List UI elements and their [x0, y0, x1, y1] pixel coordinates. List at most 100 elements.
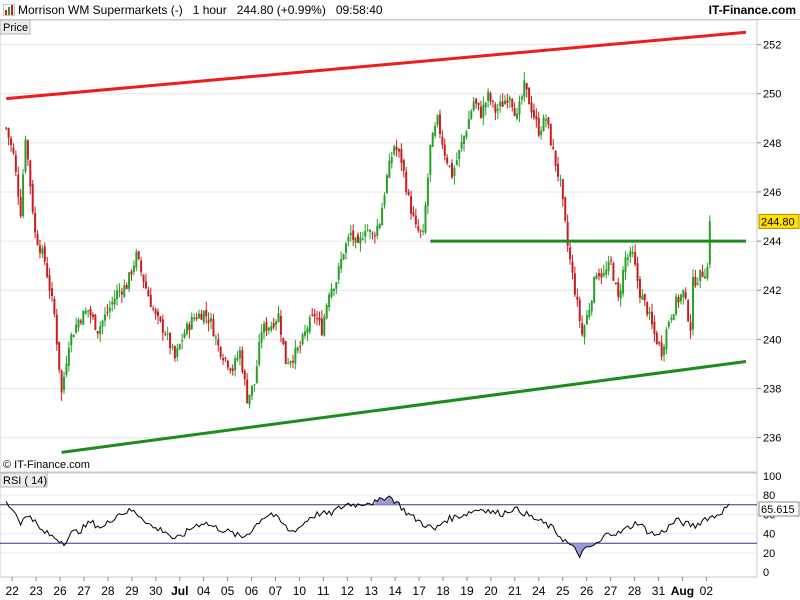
- candle-body: [450, 163, 453, 178]
- candle-body: [188, 324, 191, 331]
- candle-body: [667, 321, 670, 327]
- candle-body: [619, 290, 622, 299]
- candle-body: [665, 329, 668, 350]
- candle-body: [308, 317, 311, 332]
- time-tick-label: 30: [149, 584, 163, 598]
- candle-body: [484, 102, 487, 108]
- rsi-tick-label: 20: [763, 548, 775, 560]
- candle-body: [648, 312, 651, 314]
- candle-body: [253, 384, 256, 386]
- candle-body: [395, 146, 398, 151]
- candle-body: [646, 302, 649, 315]
- candle-body: [238, 350, 241, 359]
- time-tick-label: 31: [652, 584, 666, 598]
- price-tick-label: 242: [763, 285, 781, 297]
- candle-body: [511, 99, 514, 108]
- candle-body: [475, 98, 478, 104]
- candle-body: [540, 130, 543, 136]
- time-tick-label: 26: [580, 584, 594, 598]
- candle-body: [277, 313, 280, 322]
- candle-body: [96, 331, 99, 334]
- time-tick-label: Jul: [171, 584, 188, 598]
- candle-body: [417, 226, 420, 231]
- brand-label: IT-Finance.com: [708, 3, 796, 17]
- candle-body: [489, 93, 492, 102]
- candle-body: [58, 341, 61, 371]
- candle-body: [407, 191, 410, 195]
- candle-body: [36, 234, 39, 245]
- candle-body: [499, 101, 502, 107]
- candle-body: [496, 108, 499, 111]
- candle-body: [699, 269, 702, 281]
- candle-body: [600, 273, 603, 278]
- candle-body: [164, 333, 167, 335]
- candle-body: [149, 294, 152, 308]
- candle-body: [229, 368, 232, 371]
- candle-body: [578, 299, 581, 321]
- candle-body: [104, 314, 107, 321]
- candle-body: [26, 140, 29, 160]
- candle-body: [31, 184, 34, 213]
- time-tick-label: 26: [53, 584, 67, 598]
- candle-body: [373, 235, 376, 237]
- candle-body: [491, 100, 494, 102]
- candle-body: [161, 319, 164, 333]
- candle-body: [46, 263, 49, 278]
- candle-body: [130, 271, 133, 275]
- candle-body: [443, 144, 446, 156]
- candle-body: [226, 360, 229, 368]
- candle-body: [48, 275, 51, 291]
- candle-body: [542, 117, 545, 132]
- candle-body: [487, 91, 490, 101]
- candle-body: [593, 277, 596, 303]
- candle-body: [94, 314, 97, 330]
- candle-body: [641, 295, 644, 300]
- candle-body: [344, 243, 347, 254]
- candle-body: [50, 288, 53, 297]
- rsi-gridlines: [0, 494, 757, 554]
- candle-body: [405, 171, 408, 193]
- time-tick-label: 21: [508, 584, 522, 598]
- candle-body: [419, 230, 422, 232]
- candle-body: [29, 160, 32, 187]
- candle-body: [173, 346, 176, 359]
- candle-body: [325, 305, 328, 319]
- candle-body: [282, 337, 285, 345]
- candle-body: [299, 345, 302, 347]
- candle-body: [557, 163, 560, 177]
- rsi-tick-label: 40: [763, 529, 775, 541]
- candle-body: [576, 296, 579, 300]
- candle-body: [696, 283, 699, 285]
- candle-body: [91, 314, 94, 318]
- time-tick-label: 18: [436, 584, 450, 598]
- candle-body: [169, 333, 172, 349]
- candle-body: [99, 325, 102, 335]
- candle-body: [552, 146, 555, 149]
- candle-body: [287, 363, 290, 365]
- candle-body: [378, 223, 381, 228]
- candle-body: [460, 142, 463, 149]
- candle-body: [79, 320, 82, 323]
- candle-body: [504, 100, 507, 105]
- instrument-name: Morrison WM Supermarkets (-): [18, 3, 183, 17]
- time-tick-label: 04: [197, 584, 211, 598]
- candle-body: [537, 117, 540, 136]
- candle-body: [202, 310, 205, 323]
- candle-body: [602, 272, 605, 276]
- price-panel: [0, 20, 758, 473]
- time-tick-label: 07: [269, 584, 283, 598]
- candle-body: [75, 324, 78, 333]
- candle-body: [393, 146, 396, 155]
- candle-body: [19, 197, 22, 217]
- candle-body: [335, 282, 338, 289]
- candle-body: [53, 298, 56, 315]
- candle-body: [34, 212, 37, 233]
- candle-body: [108, 307, 111, 312]
- candle-body: [520, 96, 523, 100]
- price-tick-label: 246: [763, 187, 781, 199]
- candle-body: [518, 101, 521, 115]
- candle-body: [193, 317, 196, 320]
- candle-body: [217, 339, 220, 346]
- candle-body: [342, 254, 345, 260]
- price-tick-label: 250: [763, 89, 781, 101]
